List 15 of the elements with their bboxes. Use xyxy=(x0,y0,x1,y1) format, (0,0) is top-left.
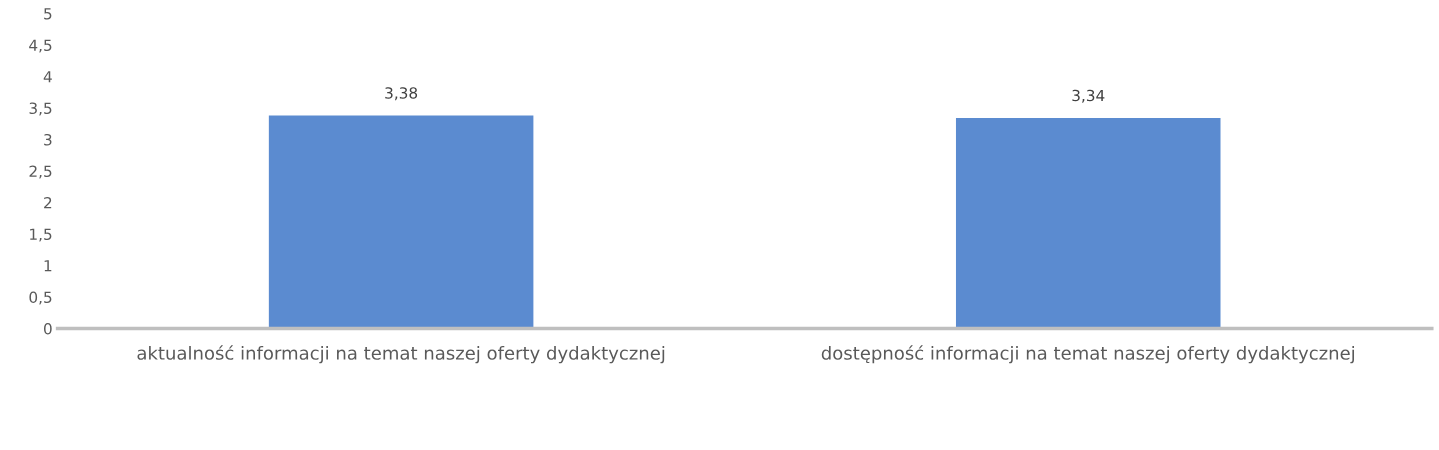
y-tick-label: 2,5 xyxy=(29,165,52,179)
x-tick-label: aktualność informacji na temat naszej oferty dydaktycznej xyxy=(137,345,665,364)
y-tick-label: 0,5 xyxy=(29,291,52,305)
x-tick-label: dostępność informacji na temat naszej oferty dydaktycznej xyxy=(821,345,1355,364)
y-tick-label: 5 xyxy=(44,8,52,20)
data-label: 3,34 xyxy=(1072,89,1105,103)
y-tick-label: 3,5 xyxy=(29,102,52,116)
y-tick-label: 1 xyxy=(44,260,52,272)
y-tick-label: 1,5 xyxy=(30,228,52,242)
y-tick-label: 4 xyxy=(43,71,52,83)
data-label: 3,38 xyxy=(385,87,418,101)
y-tick-label: 4,5 xyxy=(29,39,52,53)
y-tick-label: 0 xyxy=(43,322,52,335)
y-tick-label: 3 xyxy=(44,133,52,146)
y-tick-label: 2 xyxy=(44,196,52,209)
